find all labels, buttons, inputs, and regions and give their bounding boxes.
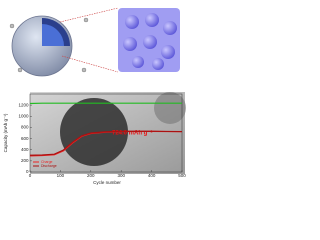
- graphical-abstract: Capacity (mAh g⁻¹) Cycle number 724.0 mA…: [0, 0, 187, 189]
- plot-frame: [29, 93, 183, 173]
- series-line: [29, 130, 183, 156]
- x-tick-label: 0: [29, 173, 32, 178]
- y-tick-label: 400: [21, 147, 29, 152]
- y-tick-label: 800: [21, 125, 29, 130]
- x-tick-label: 100: [57, 173, 65, 178]
- annotation: 724.0 mAh g⁻¹: [112, 130, 153, 137]
- y-tick-label: 1200: [18, 102, 29, 107]
- x-tick-label: 300: [117, 173, 125, 178]
- x-tick-label: 400: [148, 173, 156, 178]
- x-tick-label: 500: [178, 173, 186, 178]
- y-tick-label: 600: [21, 136, 29, 141]
- x-tick-label: 200: [87, 173, 95, 178]
- x-axis-label: Cycle number: [93, 180, 121, 185]
- y-tick-label: 200: [21, 158, 29, 163]
- legend-label: Charge: [41, 160, 53, 164]
- tem-particle: [60, 98, 128, 166]
- y-axis-label: Capacity (mAh g⁻¹): [3, 113, 8, 152]
- y-tick-label: 0: [26, 169, 29, 174]
- illustration: [9, 7, 180, 77]
- legend-label: Discharge: [41, 164, 57, 168]
- y-tick-label: 1000: [18, 113, 29, 118]
- tem-particle: [154, 92, 186, 124]
